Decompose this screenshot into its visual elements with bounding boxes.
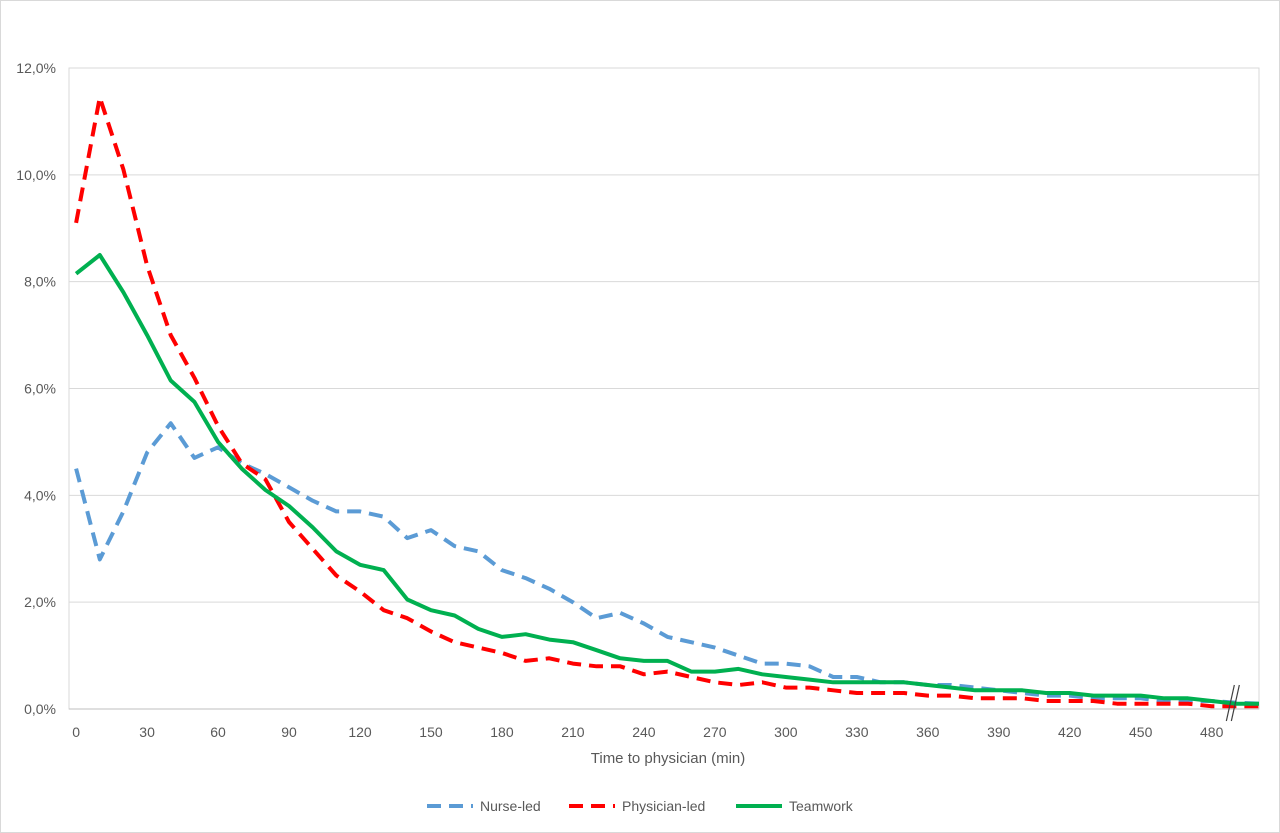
x-axis-title: Time to physician (min) (591, 750, 745, 767)
legend-label: Teamwork (789, 798, 854, 814)
legend-label: Nurse-led (480, 798, 541, 814)
y-tick-label: 2,0% (24, 594, 56, 610)
x-tick-label: 450 (1129, 724, 1153, 740)
x-tick-label: 30 (139, 724, 155, 740)
x-tick-label: 390 (987, 724, 1011, 740)
series-line-teamwork (74, 253, 1259, 706)
y-tick-label: 10,0% (16, 167, 56, 183)
x-tick-label: 210 (561, 724, 585, 740)
x-tick-label: 150 (419, 724, 443, 740)
x-tick-label: 300 (774, 724, 798, 740)
y-tick-label: 12,0% (16, 60, 56, 76)
series-line-physician-led (74, 95, 1259, 709)
legend-label: Physician-led (622, 798, 705, 814)
x-tick-label: 270 (703, 724, 727, 740)
x-tick-label: 90 (281, 724, 297, 740)
x-tick-label: 120 (348, 724, 372, 740)
axis-break-mark (1225, 684, 1235, 722)
x-tick-label: 330 (845, 724, 869, 740)
y-tick-label: 8,0% (24, 274, 56, 290)
series-line-nurse-led (74, 421, 1260, 706)
x-tick-label: 180 (490, 724, 514, 740)
y-tick-label: 6,0% (24, 381, 56, 397)
y-tick-label: 0,0% (24, 701, 56, 717)
x-tick-label: 0 (72, 724, 80, 740)
x-tick-label: 420 (1058, 724, 1082, 740)
x-tick-label: 240 (632, 724, 656, 740)
y-tick-label: 4,0% (24, 487, 56, 503)
x-tick-label: 360 (916, 724, 940, 740)
axis-break-mark (1230, 684, 1240, 722)
x-tick-label: 480 (1200, 724, 1224, 740)
x-tick-label: 60 (210, 724, 226, 740)
